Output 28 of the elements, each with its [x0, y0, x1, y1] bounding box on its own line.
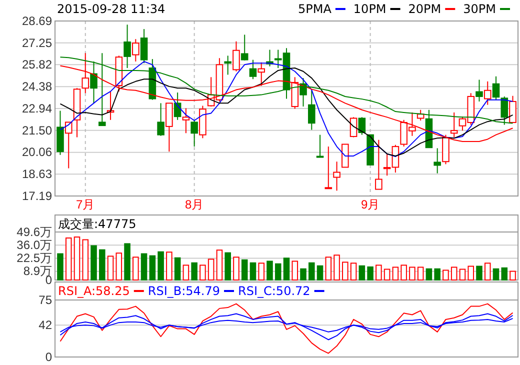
legend-label: 20PM — [408, 2, 442, 16]
legend-label: 5PMA — [298, 2, 332, 16]
legend-label: RSI_A:58.25 — [58, 284, 130, 298]
y-tick-label: 28.69 — [22, 14, 52, 28]
y-tick-label: 22.5万 — [16, 251, 52, 266]
y-tick-label: 49.6万 — [16, 224, 52, 239]
legend-label: 10PM — [353, 2, 386, 16]
y-tick-label: 24.38 — [22, 79, 52, 94]
chart-title: 2015-09-28 11:34 — [57, 2, 166, 16]
y-tick-label: 42 — [38, 318, 52, 332]
chart-title: 成交量:47775 — [58, 217, 136, 231]
y-tick-label: 18.63 — [22, 166, 52, 181]
x-tick-label: 8月 — [184, 198, 204, 212]
legend-label: RSI_C:50.72 — [238, 284, 310, 298]
x-tick-label: 7月 — [76, 198, 95, 212]
y-tick-label: 25.82 — [22, 58, 52, 72]
y-tick-label: 17.19 — [22, 188, 52, 203]
y-tick-label: 27.25 — [22, 36, 52, 50]
y-tick-label: 75 — [38, 292, 52, 307]
y-tick-label: 36.0万 — [16, 238, 52, 252]
y-tick-label: 20.06 — [22, 145, 52, 160]
y-tick-label: 21.50 — [22, 123, 52, 138]
legend-label: RSI_B:54.79 — [148, 284, 220, 298]
legend-label: 30PM — [463, 2, 496, 16]
x-tick-label: 9月 — [360, 198, 380, 212]
y-tick-label: 0 — [45, 350, 52, 364]
y-tick-label: 0 — [45, 272, 52, 287]
y-tick-label: 22.94 — [22, 101, 52, 116]
